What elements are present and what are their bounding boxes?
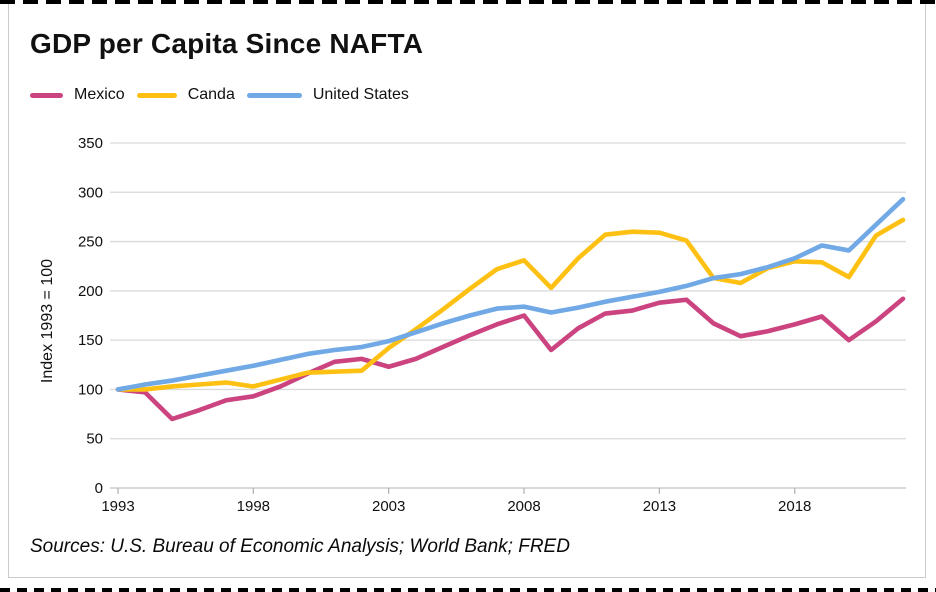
selection-dashed-border-top <box>0 0 936 4</box>
line-canda <box>115 217 906 392</box>
line-mexico <box>115 296 906 422</box>
chart-title: GDP per Capita Since NAFTA <box>30 28 424 59</box>
legend-item-united-states: United States <box>246 86 409 104</box>
legend-item-canada: Canda <box>136 86 235 104</box>
legend: Mexico Canda United States <box>30 86 409 104</box>
y-tick-label: 0 <box>95 480 103 497</box>
x-tick-label: 1998 <box>237 498 270 515</box>
source-note: Sources: U.S. Bureau of Economic Analysi… <box>30 536 570 557</box>
x-tick-label: 1993 <box>101 498 134 515</box>
x-tick-label: 2013 <box>643 498 676 515</box>
x-tick-label: 2018 <box>778 498 811 515</box>
legend-label-united-states: United States <box>312 86 409 103</box>
x-tick-label: 2008 <box>507 498 540 515</box>
selection-dashed-border-bottom <box>0 588 936 592</box>
legend-label-mexico: Mexico <box>74 86 125 103</box>
legend-label-canada: Canda <box>187 86 235 103</box>
x-tick-label: 2003 <box>372 498 405 515</box>
legend-swatch-mexico <box>30 92 63 98</box>
line-united-states <box>115 196 906 392</box>
y-tick-label: 50 <box>86 431 103 448</box>
y-tick-label: 250 <box>78 234 103 251</box>
y-tick-label: 300 <box>78 184 103 201</box>
legend-item-mexico: Mexico <box>30 86 125 104</box>
y-tick-label: 150 <box>78 332 103 349</box>
y-tick-label: 200 <box>78 283 103 300</box>
y-tick-label: 350 <box>78 135 103 152</box>
legend-swatch-canada <box>136 92 177 98</box>
y-tick-label: 100 <box>78 381 103 398</box>
legend-swatch-united-states <box>246 92 302 98</box>
